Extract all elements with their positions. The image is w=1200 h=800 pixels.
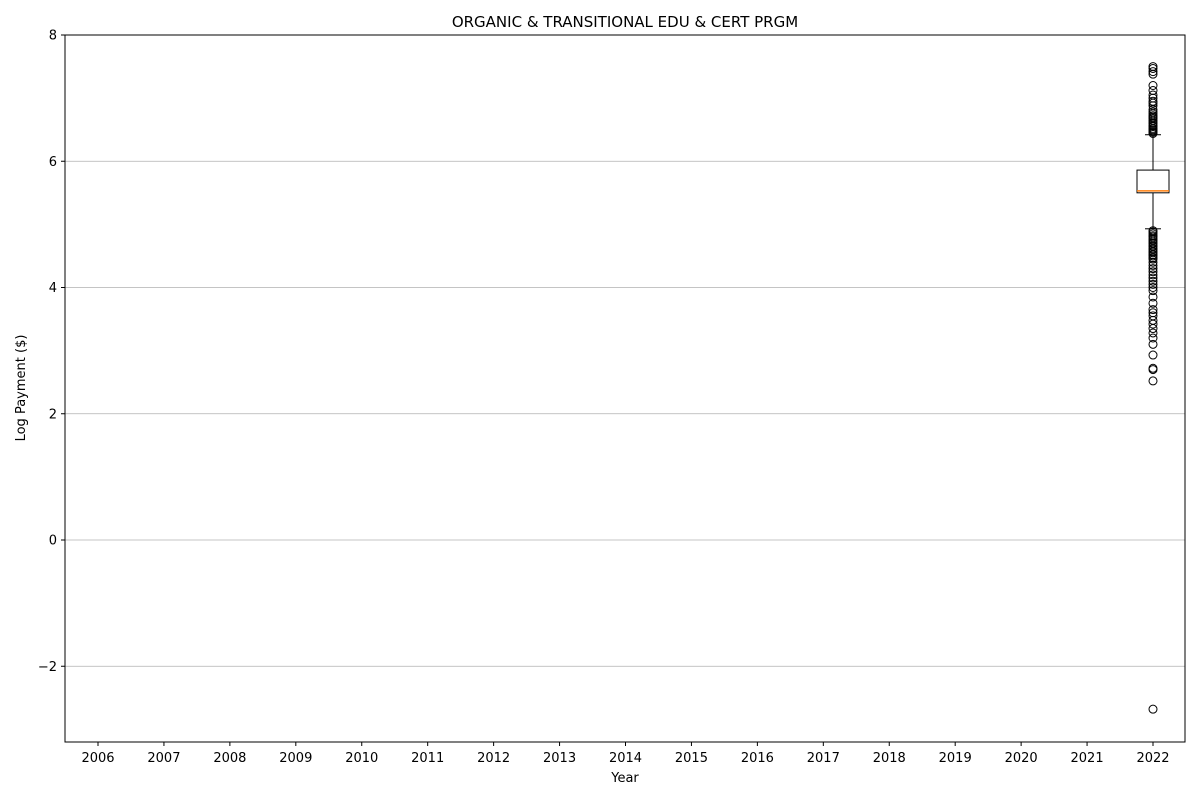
outlier-point bbox=[1148, 339, 1158, 349]
x-tick-label: 2022 bbox=[1136, 751, 1169, 766]
x-tick-label: 2016 bbox=[741, 751, 774, 766]
x-tick-label: 2015 bbox=[675, 751, 708, 766]
y-tick-label: −2 bbox=[38, 660, 57, 675]
outlier-point bbox=[1148, 305, 1158, 315]
outlier-point bbox=[1148, 273, 1158, 283]
x-tick-label: 2010 bbox=[345, 751, 378, 766]
x-axis-label: Year bbox=[610, 771, 639, 786]
y-axis: −2 0 2 4 6 8 bbox=[38, 29, 65, 675]
x-tick-label: 2012 bbox=[477, 751, 510, 766]
outlier-point bbox=[1148, 292, 1158, 302]
x-tick-label: 2020 bbox=[1005, 751, 1038, 766]
outlier-point bbox=[1148, 704, 1158, 714]
outlier-point bbox=[1148, 81, 1158, 90]
outlier-point bbox=[1148, 376, 1158, 386]
outlier-point bbox=[1148, 128, 1158, 138]
outlier-point bbox=[1148, 286, 1158, 296]
grid-lines bbox=[65, 160, 1185, 667]
outlier-point bbox=[1148, 350, 1158, 360]
outlier-point bbox=[1148, 63, 1158, 73]
x-tick-label: 2011 bbox=[411, 751, 444, 766]
x-tick-label: 2019 bbox=[939, 751, 972, 766]
outlier-point bbox=[1148, 264, 1158, 274]
outlier-point bbox=[1148, 319, 1158, 329]
y-tick-label: 4 bbox=[49, 281, 57, 296]
chart-title: ORGANIC & TRANSITIONAL EDU & CERT PRGM bbox=[452, 13, 798, 31]
x-tick-label: 2013 bbox=[543, 751, 576, 766]
y-tick-label: 2 bbox=[49, 407, 57, 422]
outlier-point bbox=[1148, 98, 1158, 108]
x-axis: 2006 2007 2008 2009 2010 2011 2012 2013 2014 2015… bbox=[81, 742, 1170, 766]
box-iqr bbox=[1136, 169, 1170, 194]
x-tick-label: 2008 bbox=[213, 751, 246, 766]
outlier-point bbox=[1148, 257, 1158, 267]
outlier-point bbox=[1148, 67, 1158, 77]
y-tick-label: 0 bbox=[49, 534, 57, 549]
outlier-point bbox=[1148, 365, 1158, 375]
x-tick-label: 2017 bbox=[807, 751, 840, 766]
x-tick-label: 2006 bbox=[81, 751, 114, 766]
outlier-point bbox=[1148, 267, 1158, 277]
outlier-point bbox=[1148, 324, 1158, 334]
x-tick-label: 2021 bbox=[1071, 751, 1104, 766]
outlier-point bbox=[1148, 254, 1158, 264]
outlier-point bbox=[1148, 260, 1158, 270]
box-2022 bbox=[1136, 62, 1170, 714]
outlier-point bbox=[1148, 69, 1158, 79]
outlier-point bbox=[1148, 333, 1158, 343]
x-tick-label: 2018 bbox=[873, 751, 906, 766]
outlier-point bbox=[1148, 279, 1158, 289]
x-tick-label: 2014 bbox=[609, 751, 642, 766]
y-tick-label: 6 bbox=[49, 155, 57, 170]
outlier-point bbox=[1148, 328, 1158, 338]
outlier-point bbox=[1148, 283, 1158, 292]
x-tick-label: 2009 bbox=[279, 751, 312, 766]
x-tick-label: 2007 bbox=[147, 751, 180, 766]
y-axis-label: Log Payment ($) bbox=[14, 335, 29, 442]
outlier-point bbox=[1148, 270, 1158, 280]
outlier-point bbox=[1148, 276, 1158, 286]
outlier-point bbox=[1148, 298, 1158, 308]
box-series bbox=[1136, 62, 1170, 714]
plot-area-frame bbox=[64, 34, 1186, 743]
y-tick-label: 8 bbox=[49, 29, 57, 44]
